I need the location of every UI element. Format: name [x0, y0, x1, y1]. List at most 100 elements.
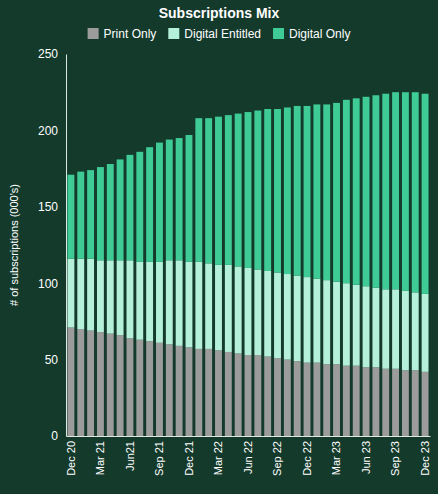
bar	[166, 260, 173, 344]
x-tick-label: Jun 22	[242, 441, 254, 474]
bar	[254, 111, 261, 270]
x-tick-label: Dec 20	[65, 441, 77, 476]
bar	[353, 285, 360, 366]
bar	[363, 286, 370, 367]
bar	[136, 262, 143, 340]
bar	[215, 117, 222, 265]
bar	[176, 260, 183, 346]
bar	[422, 372, 429, 436]
y-tick: 200	[38, 124, 58, 138]
bar	[313, 363, 320, 436]
legend-item: Print Only	[88, 27, 157, 41]
series-bars	[67, 92, 428, 294]
x-tick-label: Sep 22	[271, 441, 283, 476]
y-tick-label: 200	[38, 124, 58, 138]
bar	[264, 109, 271, 271]
bar	[392, 92, 399, 289]
bar	[402, 92, 409, 291]
bar	[146, 262, 153, 341]
bar	[235, 114, 242, 267]
y-tick: 100	[38, 277, 58, 291]
bar	[343, 283, 350, 366]
bar	[304, 277, 311, 363]
bar	[235, 353, 242, 436]
y-tick: 0	[51, 429, 58, 443]
bar	[195, 118, 202, 262]
bar	[304, 106, 311, 277]
bar	[323, 280, 330, 364]
bar	[87, 259, 94, 331]
x-axis: Dec 20 Mar 21 Jun21 Sep 21 Dec 21 Mar 22 Jun 2…	[65, 437, 431, 476]
y-axis: 050100150200250	[38, 47, 67, 443]
bar	[195, 349, 202, 436]
bar	[412, 292, 419, 370]
bar	[422, 94, 429, 294]
legend-item: Digital Only	[273, 27, 350, 41]
y-tick-label: 150	[38, 200, 58, 214]
x-tick-label: Jun21	[124, 441, 136, 471]
x-tick: Mar 21	[94, 441, 106, 475]
x-tick-label: Mar 21	[94, 441, 106, 475]
x-tick-label: Sep 21	[153, 441, 165, 476]
x-tick: Dec 21	[183, 441, 195, 476]
x-tick: Sep 23	[389, 441, 401, 476]
bar	[156, 343, 163, 436]
x-tick-label: Sep 23	[389, 441, 401, 476]
bar	[176, 138, 183, 260]
bar	[264, 271, 271, 357]
bar	[392, 289, 399, 368]
bar	[136, 152, 143, 262]
bar	[245, 355, 252, 436]
bar	[333, 364, 340, 436]
bar	[205, 263, 212, 349]
y-tick: 250	[38, 47, 58, 61]
x-tick-label: Mar 22	[212, 441, 224, 475]
bar	[117, 260, 124, 335]
x-tick-label: Jun 23	[360, 441, 372, 474]
bar	[156, 262, 163, 343]
bar	[225, 115, 232, 265]
bar	[87, 331, 94, 436]
x-tick: Mar 23	[330, 441, 342, 475]
bar	[97, 167, 104, 260]
bar	[186, 135, 193, 262]
legend-swatch	[168, 28, 179, 39]
bar	[284, 274, 291, 360]
bar	[382, 94, 389, 290]
legend: Print OnlyDigital EntitledDigital Only	[88, 27, 351, 41]
bar	[186, 347, 193, 436]
bar	[284, 360, 291, 436]
bar	[274, 358, 281, 436]
bar	[254, 269, 261, 355]
x-tick: Jun21	[124, 441, 136, 471]
bar	[382, 369, 389, 436]
bar	[333, 103, 340, 282]
bar	[274, 273, 281, 359]
bar	[97, 260, 104, 332]
x-tick: Jun 22	[242, 441, 254, 474]
legend-label: Digital Only	[289, 27, 350, 41]
bar	[412, 92, 419, 292]
bar	[294, 276, 301, 362]
bar	[107, 334, 114, 436]
bar	[146, 147, 153, 262]
bar	[87, 170, 94, 259]
bar	[284, 107, 291, 274]
x-tick: Sep 21	[153, 441, 165, 476]
bar	[117, 159, 124, 260]
bar	[422, 294, 429, 372]
bar	[363, 97, 370, 286]
chart: Subscriptions MixPrint OnlyDigital Entit…	[0, 0, 438, 494]
bar	[264, 357, 271, 436]
x-tick-label: Mar 23	[330, 441, 342, 475]
bar	[77, 259, 84, 329]
x-axis-line	[67, 436, 431, 437]
bar	[107, 260, 114, 333]
legend-swatch	[88, 28, 99, 39]
bar	[392, 369, 399, 436]
bar	[412, 370, 419, 436]
y-tick-label: 250	[38, 47, 58, 61]
bar	[402, 370, 409, 436]
y-axis-title: # of subscriptions (000's)	[8, 184, 20, 306]
bar	[304, 363, 311, 436]
